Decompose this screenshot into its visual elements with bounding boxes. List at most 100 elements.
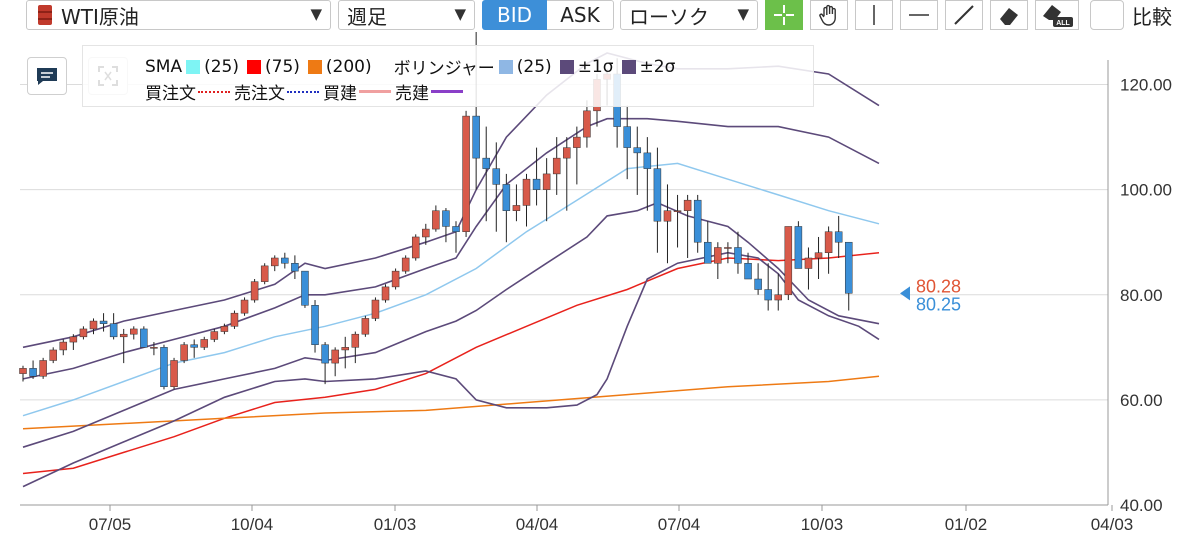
candle-body: [250, 281, 259, 301]
candle-body: [331, 349, 339, 364]
candle-body: [240, 299, 249, 314]
candle-body: [99, 320, 108, 324]
period-select[interactable]: 週足 ▼: [338, 0, 475, 30]
sma200-swatch: [307, 59, 322, 74]
candle-body: [563, 147, 571, 159]
candle-body: [220, 326, 229, 332]
candle-body: [472, 115, 480, 159]
candle-body: [210, 331, 219, 340]
candle-body: [381, 286, 390, 301]
candle-body: [462, 115, 470, 232]
sigma1-label: ±1σ: [577, 56, 614, 77]
comment-button[interactable]: [27, 57, 67, 95]
crosshair-tool[interactable]: [765, 0, 803, 30]
candle-body: [693, 199, 702, 243]
candle-body: [361, 318, 370, 335]
candle-body: [653, 168, 662, 222]
sma-label: SMA: [145, 56, 183, 77]
eraser-tool[interactable]: [990, 0, 1028, 30]
candle-body: [714, 247, 722, 264]
candle-body: [794, 226, 803, 269]
bollinger-swatch: [498, 59, 513, 74]
series-line-1: [22, 201, 880, 448]
candle-body: [442, 210, 450, 227]
candle-body: [59, 341, 68, 351]
compare-checkbox[interactable]: [1090, 0, 1124, 30]
series-line-1: [22, 117, 880, 380]
series-line-sma-200: [22, 375, 880, 430]
bollinger-period: (25): [516, 56, 552, 77]
sma25-swatch: [186, 59, 201, 74]
horizontal-line-tool[interactable]: [900, 0, 938, 30]
period-label: 週足: [347, 4, 387, 29]
candle-body: [371, 299, 380, 319]
bid-toggle[interactable]: BID: [482, 0, 547, 30]
candle-body: [482, 157, 490, 169]
buy-order-line: [198, 90, 230, 93]
price-chart[interactable]: 40.00 60.00 80.00 100.00 120.00 07/05 10/04 01/…: [0, 30, 1200, 556]
x-tick-label: 10/03: [801, 515, 844, 534]
candle-body: [311, 305, 319, 345]
y-tick-label: 80.00: [1120, 286, 1163, 305]
vertical-line-tool[interactable]: [855, 0, 893, 30]
candle-body: [422, 228, 430, 238]
candle-body: [281, 257, 289, 264]
chart-type-label: ローソク: [629, 4, 709, 29]
x-tick-label: 01/02: [945, 515, 988, 534]
candle-body: [834, 231, 843, 243]
buy-position-line: [359, 90, 391, 93]
candle-body: [623, 126, 631, 148]
candle-body: [734, 247, 742, 264]
candle-body: [673, 210, 682, 212]
sell-order-label: 売注文: [234, 84, 285, 104]
sell-position-label: 売建: [395, 84, 429, 104]
price-marker-arrow: [900, 286, 910, 301]
candle-body: [633, 147, 642, 154]
candle-body: [824, 231, 833, 253]
y-tick-label: 100.00: [1120, 181, 1172, 200]
sigma1-swatch: [559, 59, 574, 74]
candle-body: [19, 368, 27, 374]
candle-body: [452, 226, 460, 232]
y-tick-label: 120.00: [1120, 76, 1172, 95]
candle-body: [260, 265, 269, 282]
sma25-period: (25): [204, 56, 239, 77]
candle-body: [512, 205, 521, 211]
chart-type-select[interactable]: ローソク ▼: [620, 0, 758, 30]
trend-line-tool[interactable]: [945, 0, 983, 30]
candle-body: [573, 136, 581, 148]
symbol-select[interactable]: WTI原油 ▼: [26, 0, 331, 30]
candle-body: [180, 344, 188, 361]
ask-toggle[interactable]: ASK: [547, 0, 614, 30]
candle-body: [522, 178, 531, 206]
vertical-line-icon: [873, 5, 875, 25]
candle-body: [583, 110, 591, 138]
candle-body: [411, 236, 420, 259]
candle-body: [784, 226, 793, 296]
candle-body: [492, 168, 501, 185]
erase-all-tool[interactable]: ALL: [1035, 0, 1079, 30]
candle-body: [301, 270, 309, 306]
candle-body: [744, 262, 752, 280]
candle-body: [200, 339, 209, 348]
pan-tool[interactable]: [810, 0, 848, 30]
series-line-2: [22, 251, 880, 488]
horizontal-line-icon: [909, 14, 929, 16]
candle-body: [130, 328, 138, 335]
toolbar: WTI原油 ▼ 週足 ▼ BID ASK ローソク ▼ ALL 比較: [0, 0, 1200, 32]
indicator-legend: SMA (25) (75) (200) ボリンジャー (25) ±1σ ±2σ …: [82, 45, 814, 107]
symbol-label: WTI原油: [61, 4, 139, 29]
candle-body: [754, 278, 762, 290]
candle-body: [552, 157, 561, 175]
candle-body: [69, 336, 78, 343]
candle-body: [291, 262, 299, 272]
compare-label: 比較: [1132, 5, 1172, 29]
candle-body: [804, 257, 813, 269]
x-tick-label: 04/03: [1091, 515, 1134, 534]
bid-price-label: 80.28: [916, 276, 961, 296]
candle-body: [119, 333, 128, 338]
candle-body: [844, 241, 853, 294]
legend-row-orders: 買注文 売注文 買建 売建: [145, 79, 467, 104]
candle-body: [724, 247, 732, 249]
legend-row-indicators: SMA (25) (75) (200) ボリンジャー (25) ±1σ ±2σ: [145, 54, 675, 80]
